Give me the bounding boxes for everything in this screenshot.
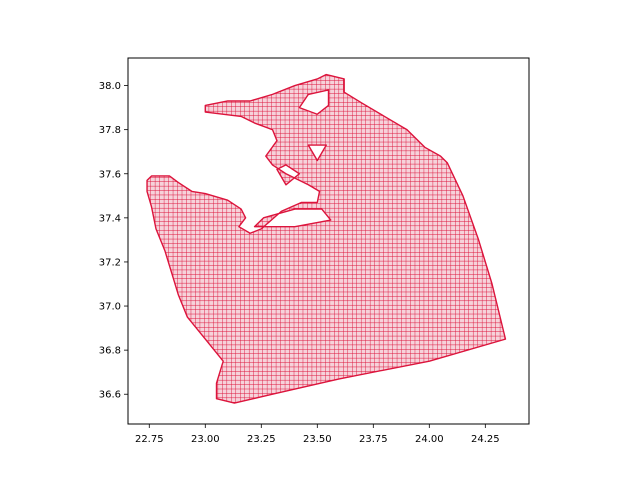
x-tick-label: 23.75 xyxy=(359,434,388,445)
plot-frame xyxy=(127,57,530,425)
x-tick-label: 24.25 xyxy=(471,434,500,445)
y-tick-label: 37.8 xyxy=(99,125,121,136)
x-tick-label: 23.00 xyxy=(191,434,220,445)
y-tick-label: 37.6 xyxy=(99,169,121,180)
x-tick-label: 23.50 xyxy=(303,434,332,445)
y-tick-label: 37.2 xyxy=(99,257,121,268)
x-tick-label: 24.00 xyxy=(415,434,444,445)
axis-ticks: 22.75 23.00 23.25 23.50 23.75 24.00 24.25 36.6 3… xyxy=(99,81,500,445)
x-tick-label: 23.25 xyxy=(247,434,276,445)
y-tick-label: 36.8 xyxy=(99,346,121,357)
y-tick-label: 36.6 xyxy=(99,390,121,401)
grid-region-layer xyxy=(146,73,507,404)
y-tick-label: 37.4 xyxy=(99,213,121,224)
y-tick-label: 38.0 xyxy=(99,81,121,92)
x-tick-label: 22.75 xyxy=(135,434,164,445)
y-tick-label: 37.0 xyxy=(99,302,121,313)
grid-region xyxy=(146,73,507,404)
